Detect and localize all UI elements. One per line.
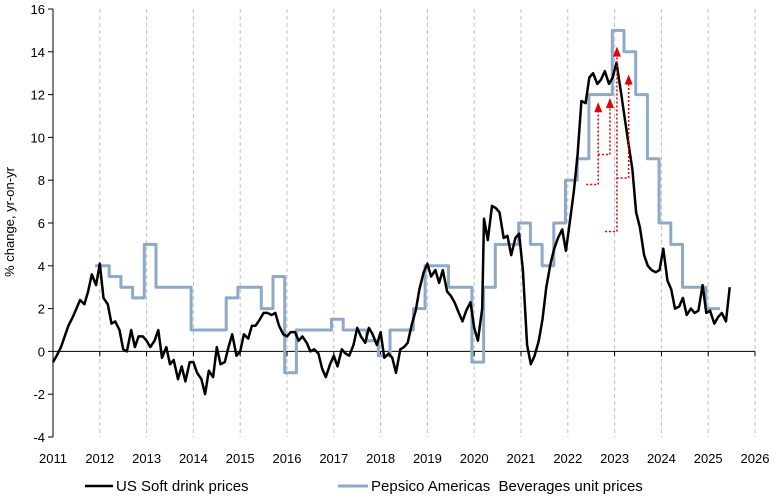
x-tick-label: 2024 xyxy=(647,451,676,466)
y-axis-title: % change, yr-on-yr xyxy=(2,166,17,276)
y-tick-label: 0 xyxy=(38,344,45,359)
y-tick-label: 2 xyxy=(38,302,45,317)
x-tick-label: 2016 xyxy=(273,451,302,466)
annotation-arrowhead xyxy=(612,46,621,57)
y-tick-label: -4 xyxy=(33,430,45,445)
annotation-arrowhead xyxy=(594,102,603,113)
x-tick-label: 2015 xyxy=(226,451,255,466)
x-tick-label: 2017 xyxy=(319,451,348,466)
annotation-arrowhead xyxy=(605,98,614,109)
y-tick-label: 6 xyxy=(38,216,45,231)
series-line-pepsico xyxy=(95,28,720,375)
legend: US Soft drink prices Pepsico Americas Be… xyxy=(85,478,643,495)
y-tick-label: 8 xyxy=(38,173,45,188)
y-tick-label: 16 xyxy=(31,2,45,17)
x-tick-label: 2026 xyxy=(741,451,770,466)
y-tick-label: 10 xyxy=(31,130,45,145)
x-tick-label: 2018 xyxy=(366,451,395,466)
y-tick-label: -2 xyxy=(33,387,45,402)
x-tick-label: 2013 xyxy=(132,451,161,466)
x-tick-label: 2020 xyxy=(460,451,489,466)
gridlines xyxy=(99,9,756,437)
x-tick-label: 2012 xyxy=(85,451,114,466)
annotation-arrowhead xyxy=(624,74,633,85)
legend-label-soft-drink: US Soft drink prices xyxy=(116,478,249,495)
x-tick-label: 2025 xyxy=(694,451,723,466)
legend-label-pepsico: Pepsico Americas Beverages unit prices xyxy=(371,478,643,495)
x-tick-label: 2014 xyxy=(179,451,208,466)
x-tick-label: 2021 xyxy=(507,451,536,466)
x-tick-label: 2011 xyxy=(39,451,67,466)
y-tick-label: 14 xyxy=(31,45,45,60)
y-tick-label: 4 xyxy=(38,259,45,274)
annotations xyxy=(586,46,633,233)
x-tick-label: 2022 xyxy=(553,451,582,466)
y-tick-label: 12 xyxy=(31,88,45,103)
x-tick-label: 2019 xyxy=(413,451,442,466)
axes: -4 -2 0 2 4 6 8 10 12 14 16 2011 2012 2013 2014 2015 201… xyxy=(31,2,770,466)
x-tick-label: 2023 xyxy=(600,451,629,466)
